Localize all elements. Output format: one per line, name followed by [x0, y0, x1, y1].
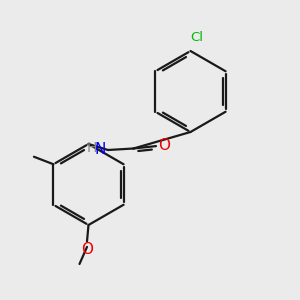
Text: O: O [81, 242, 93, 257]
Text: Cl: Cl [190, 31, 203, 44]
Text: H: H [86, 142, 97, 155]
Text: N: N [95, 142, 106, 157]
Text: O: O [158, 138, 170, 153]
